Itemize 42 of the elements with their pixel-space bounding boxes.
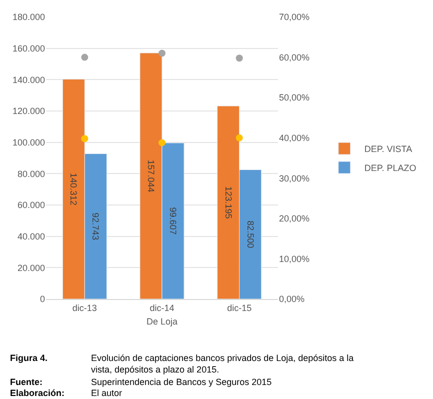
- point: [81, 54, 88, 61]
- legend-label: DEP. VISTA: [364, 144, 412, 154]
- data-label: 82.500: [245, 220, 256, 248]
- y-tick-label: 120.000: [12, 106, 45, 116]
- y-tick-label: 160.000: [12, 43, 45, 54]
- source-note: Fuente:: [10, 377, 42, 387]
- point: [236, 134, 243, 142]
- data-label: 157.044: [146, 160, 156, 192]
- text: Figura 4.: [10, 353, 48, 363]
- y-tick-label: 40.000: [17, 231, 45, 242]
- x-tick-label: dic-15: [227, 302, 252, 313]
- x-axis-title: De Loja: [146, 316, 178, 327]
- text: Elaboración:: [10, 388, 65, 398]
- x-tick-label: dic-13: [72, 302, 97, 313]
- y2-tick-label: 10,00%: [279, 254, 310, 264]
- y-tick-label: 0: [40, 294, 45, 304]
- data-label: 140.312: [68, 172, 79, 206]
- y-tick-label: 180.000: [12, 12, 45, 22]
- y-tick-label: 60.000: [17, 200, 45, 210]
- y2-tick-label: 40,00%: [279, 133, 310, 144]
- data-label: 92.743: [90, 212, 101, 240]
- y2-tick-label: 0,00%: [279, 294, 305, 304]
- y-tick-label: 20.000: [17, 262, 45, 273]
- y2-tick-label: 30,00%: [279, 173, 310, 184]
- y2-tick-label: 60,00%: [279, 52, 310, 62]
- y-tick-label: 100.000: [12, 137, 45, 148]
- x-tick-label: dic-14: [150, 302, 174, 313]
- point: [158, 139, 166, 146]
- data-label: 99.607: [168, 207, 178, 235]
- point: [236, 54, 243, 62]
- text: Superintendencia de Bancos y Seguros 2015: [91, 377, 272, 387]
- point: [158, 50, 166, 57]
- text: Evolución de captaciones bancos privados de Loja, depósitos a la vista, depósitos a plazo al 2015.: [91, 353, 354, 375]
- point: [81, 135, 88, 142]
- y2-tick-label: 50,00%: [279, 92, 310, 103]
- legend-label: DEP. PLAZO: [364, 163, 416, 174]
- y2-tick-label: 70,00%: [279, 12, 310, 22]
- text: El autor: [91, 388, 122, 398]
- y-tick-label: 80.000: [17, 168, 45, 179]
- y2-tick-label: 20,00%: [279, 214, 310, 224]
- data-label: 123.195: [223, 186, 234, 219]
- y-tick-label: 140.000: [12, 74, 45, 85]
